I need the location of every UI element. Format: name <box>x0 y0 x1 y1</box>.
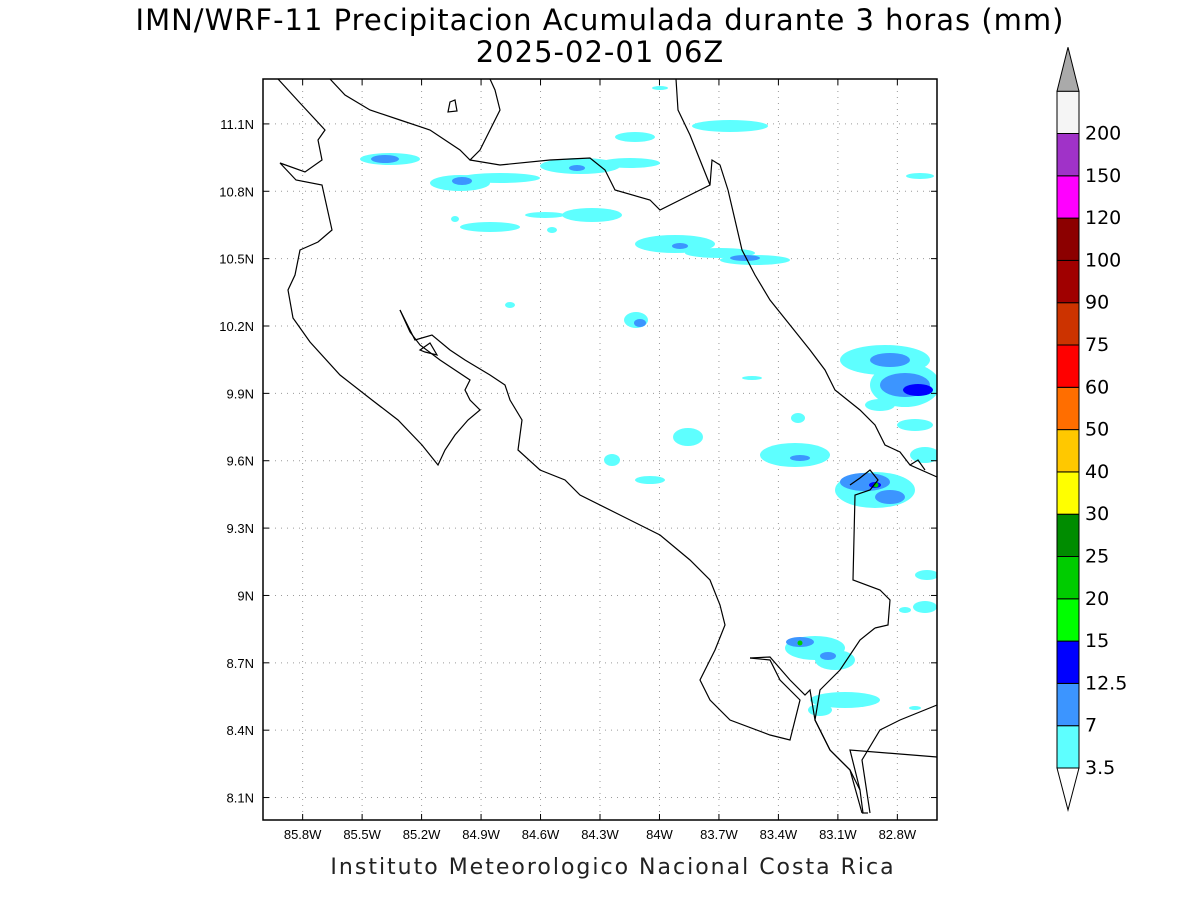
colorbar-label: 120 <box>1085 207 1121 229</box>
colorbar-label: 3.5 <box>1085 757 1115 779</box>
colorbar-swatch <box>1056 682 1080 727</box>
lon-tick-label: 83.1W <box>819 827 857 842</box>
latitude-labels: 8.1N 8.4N 8.7N 9N 9.3N 9.6N 9.9N 10.2N 10.5N 10.8… <box>219 117 254 806</box>
colorbar-swatch <box>1056 471 1080 515</box>
lat-lon-grid <box>263 79 937 820</box>
colorbar-swatch <box>1056 556 1080 600</box>
lat-tick-label: 9.6N <box>227 454 254 469</box>
lon-tick-label: 85.5W <box>343 827 381 842</box>
lon-tick-label: 82.8W <box>879 827 917 842</box>
lon-tick-label: 84.3W <box>581 827 619 842</box>
lon-tick-label: 85.8W <box>284 827 322 842</box>
map-subtitle-date: 2025-02-01 06Z <box>475 35 725 69</box>
colorbar-swatch <box>1056 725 1080 769</box>
colorbar-label: 7 <box>1085 715 1097 737</box>
lat-tick-label: 11.1N <box>220 117 254 132</box>
colorbar-swatch <box>1056 259 1080 304</box>
colorbar-label: 25 <box>1085 546 1109 568</box>
colorbar-swatch <box>1056 217 1080 261</box>
lat-tick-label: 8.1N <box>227 791 254 806</box>
lon-tick-label: 83.4W <box>760 827 798 842</box>
lat-tick-label: 10.5N <box>219 252 254 267</box>
colorbar-label: 12.5 <box>1085 672 1127 694</box>
colorbar-label: 40 <box>1085 461 1109 483</box>
axis-ticks <box>263 79 937 820</box>
colorbar-swatch <box>1056 640 1080 684</box>
lat-tick-label: 10.2N <box>219 319 254 334</box>
lat-tick-label: 9.9N <box>227 386 254 401</box>
colorbar-over-triangle <box>1056 47 1080 92</box>
lat-tick-label: 9N <box>237 588 254 603</box>
colorbar-label: 200 <box>1085 123 1121 145</box>
longitude-labels: 85.8W 85.5W 85.2W 84.9W 84.6W 84.3W 84W 83.7W 83… <box>284 827 917 842</box>
colorbar-label: 30 <box>1085 503 1109 525</box>
lon-tick-label: 84.6W <box>522 827 560 842</box>
lon-tick-label: 84.9W <box>462 827 500 842</box>
lat-tick-label: 10.8N <box>219 184 254 199</box>
colorbar-swatch <box>1056 344 1080 388</box>
precipitation-colorbar: 3.5 7 12.5 15 20 25 30 40 50 60 75 90 100 120 150 200 <box>1056 47 1127 812</box>
colorbar-label: 75 <box>1085 334 1109 356</box>
coastline-and-borders <box>277 79 937 814</box>
lat-tick-label: 9.3N <box>227 521 254 536</box>
colorbar-swatch <box>1056 302 1080 346</box>
precipitation-field <box>360 86 937 716</box>
lon-tick-label: 84W <box>646 827 673 842</box>
colorbar-swatch <box>1056 513 1080 558</box>
lon-tick-label: 85.2W <box>403 827 441 842</box>
colorbar-swatch <box>1056 429 1080 473</box>
map-title: IMN/WRF-11 Precipitacion Acumulada duran… <box>135 3 1065 37</box>
colorbar-label: 100 <box>1085 249 1121 271</box>
institution-credit: Instituto Meteorologico Nacional Costa R… <box>330 855 896 880</box>
lat-tick-label: 8.4N <box>227 723 254 738</box>
colorbar-swatch <box>1056 598 1080 642</box>
map-frame <box>262 78 938 821</box>
lat-tick-label: 8.7N <box>227 656 254 671</box>
colorbar-swatch <box>1056 90 1080 134</box>
colorbar-label: 60 <box>1085 376 1109 398</box>
colorbar-swatch <box>1056 133 1080 177</box>
colorbar-under-triangle <box>1056 767 1080 812</box>
colorbar-swatch <box>1056 175 1080 219</box>
colorbar-label: 20 <box>1085 588 1109 610</box>
colorbar-label: 50 <box>1085 419 1109 441</box>
colorbar-label: 15 <box>1085 630 1109 652</box>
colorbar-label: 90 <box>1085 292 1109 314</box>
lon-tick-label: 83.7W <box>700 827 738 842</box>
colorbar-swatch <box>1056 386 1080 431</box>
colorbar-label: 150 <box>1085 165 1121 187</box>
